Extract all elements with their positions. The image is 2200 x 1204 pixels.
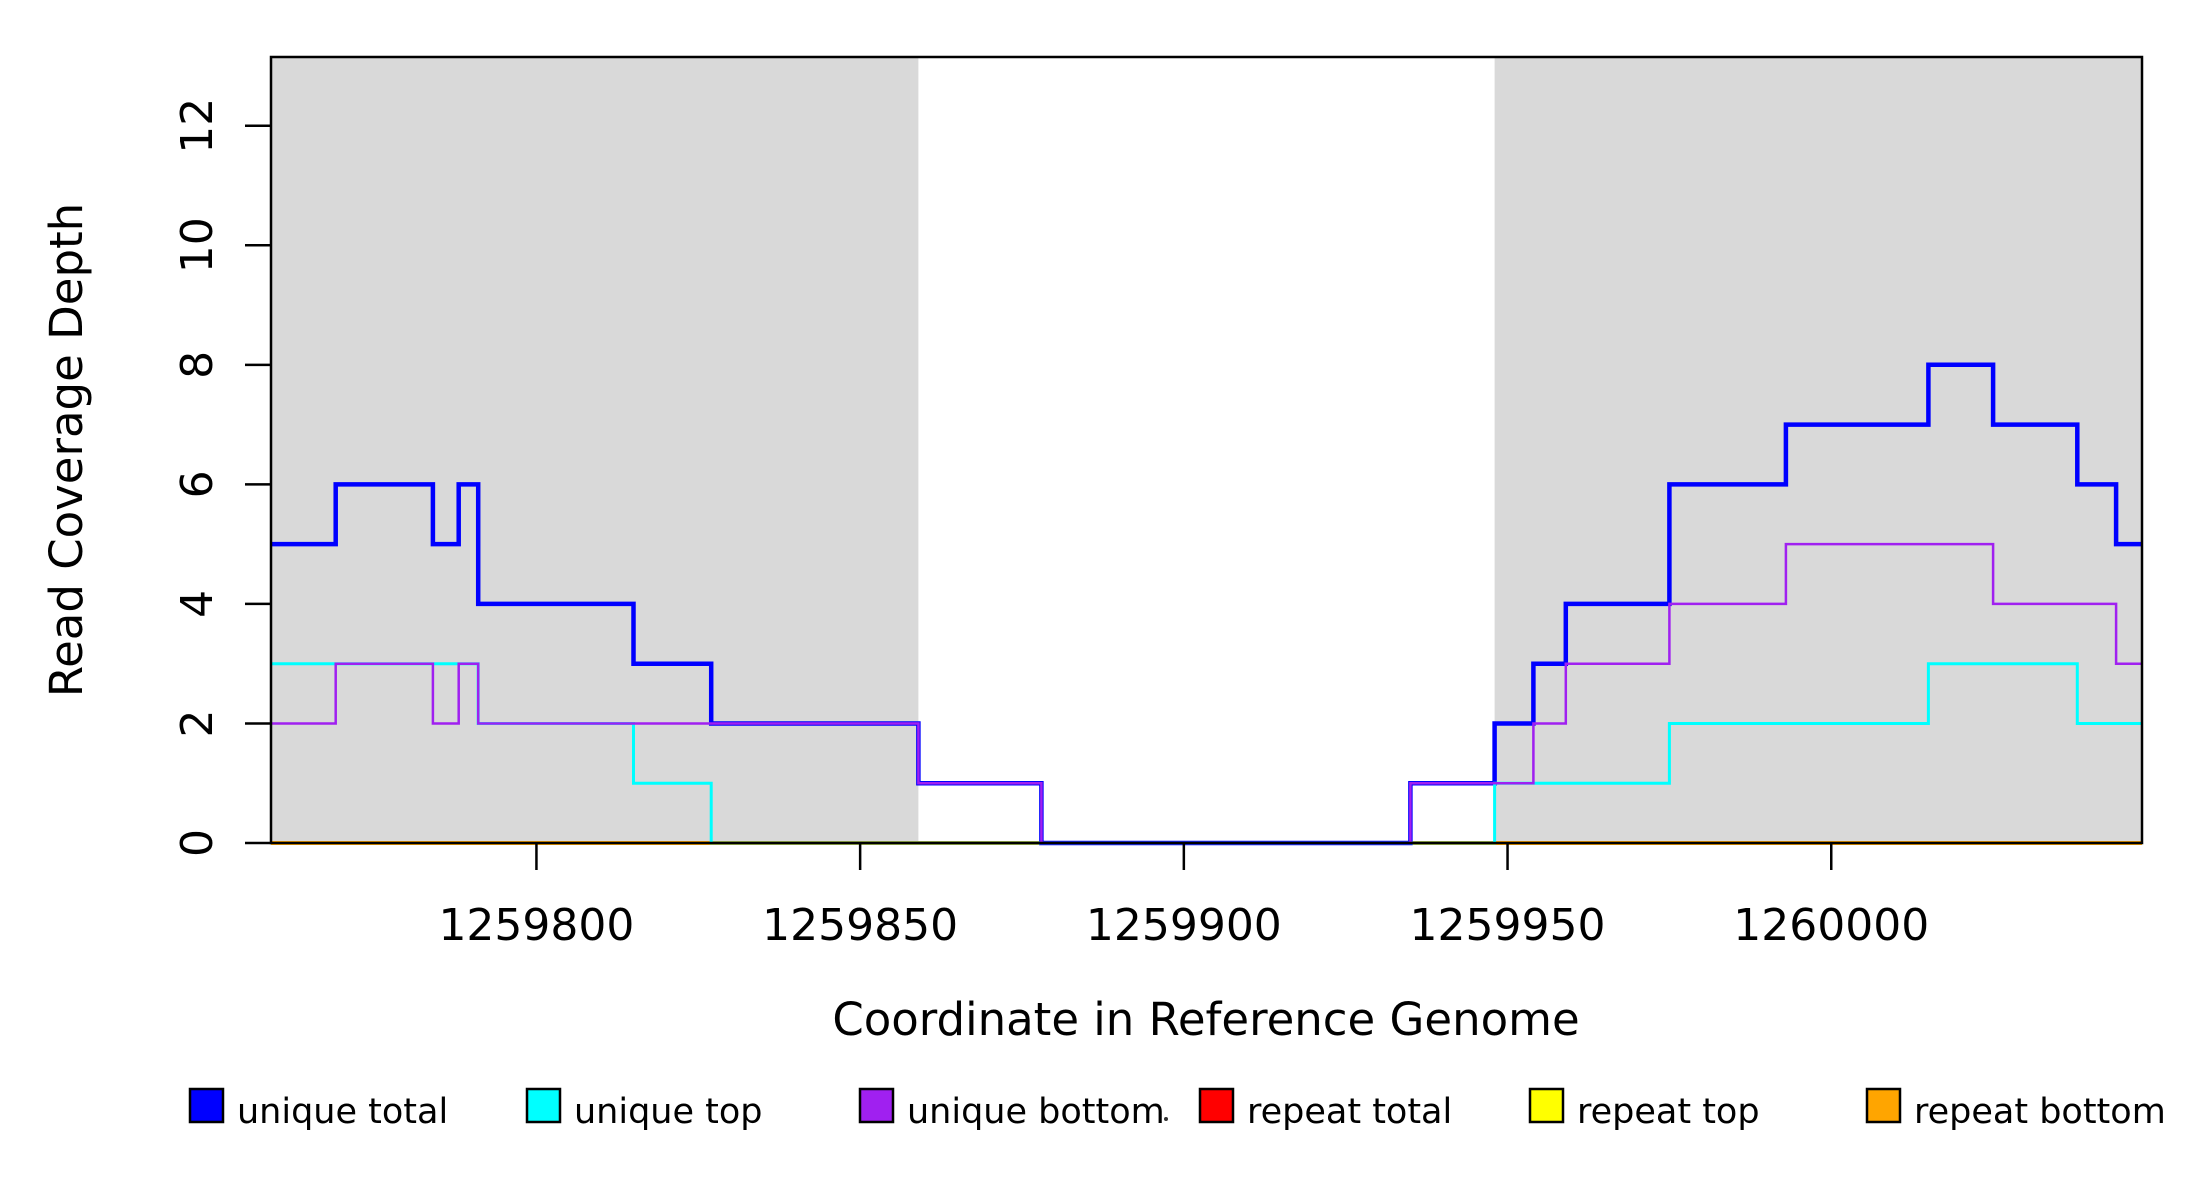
legend-swatch xyxy=(858,1087,895,1124)
stray-mark xyxy=(1164,1117,1168,1121)
series-line-unique-bottom xyxy=(271,542,2142,845)
x-tick-label: 1260000 xyxy=(1733,900,1929,951)
x-tick-label: 1259900 xyxy=(1086,900,1282,951)
y-tick-label: 0 xyxy=(172,829,223,857)
plot-border xyxy=(269,55,2144,845)
legend-swatch xyxy=(525,1087,562,1124)
y-tick-label: 10 xyxy=(172,217,223,273)
legend-swatch xyxy=(1528,1087,1565,1124)
legend-item-unique-total: unique total xyxy=(188,1087,448,1132)
legend-label: unique total xyxy=(237,1092,448,1132)
legend-swatch xyxy=(188,1087,225,1124)
y-tick-label: 8 xyxy=(172,351,223,379)
shaded-regions xyxy=(271,57,2142,843)
right-gray-region xyxy=(1494,57,2142,843)
legend-label: unique top xyxy=(574,1092,763,1132)
x-axis-title: Coordinate in Reference Genome xyxy=(832,993,1579,1046)
y-axis: 0 2 4 6 8 10 12 xyxy=(172,98,271,857)
y-tick-label: 4 xyxy=(172,590,223,618)
legend-swatch xyxy=(1865,1087,1902,1124)
legend: unique total unique top unique bottom repea… xyxy=(188,1087,2166,1132)
y-tick-label: 2 xyxy=(172,709,223,737)
legend-swatch xyxy=(1198,1087,1235,1124)
x-axis: 1259800 1259850 1259900 1259950 1260000 xyxy=(438,843,1929,951)
x-tick-label: 1259850 xyxy=(762,900,958,951)
y-tick-label: 12 xyxy=(172,98,223,154)
legend-label: repeat total xyxy=(1247,1092,1452,1132)
x-tick-label: 1259800 xyxy=(438,900,634,951)
legend-item-repeat-bottom: repeat bottom xyxy=(1865,1087,2166,1132)
x-tick-label: 1259950 xyxy=(1410,900,1606,951)
legend-label: repeat bottom xyxy=(1914,1092,2166,1132)
y-axis-title: Read Coverage Depth xyxy=(40,203,93,697)
legend-label: unique bottom xyxy=(907,1092,1165,1132)
left-gray-region xyxy=(271,57,919,843)
legend-item-repeat-total: repeat total xyxy=(1198,1087,1452,1132)
y-tick-label: 6 xyxy=(172,470,223,498)
legend-item-unique-bottom: unique bottom xyxy=(858,1087,1165,1132)
legend-item-repeat-top: repeat top xyxy=(1528,1087,1760,1132)
legend-label: repeat top xyxy=(1577,1092,1760,1132)
legend-item-unique-top: unique top xyxy=(525,1087,763,1132)
